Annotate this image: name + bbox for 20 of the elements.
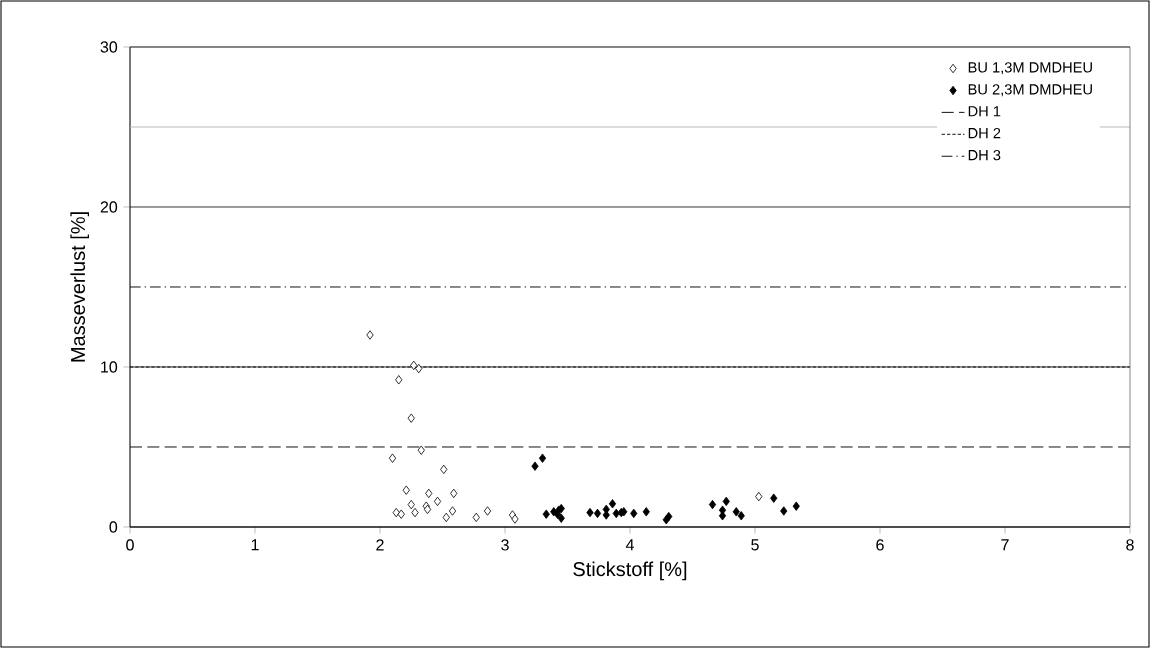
legend-label: DH 1 bbox=[968, 106, 1001, 117]
x-tick-label: 6 bbox=[876, 539, 884, 551]
x-tick-label: 0 bbox=[126, 539, 134, 551]
x-tick-label: 5 bbox=[751, 539, 759, 551]
x-tick-label: 4 bbox=[625, 539, 634, 551]
y-tick-label: 20 bbox=[100, 201, 118, 213]
x-tick-label: 7 bbox=[1001, 539, 1009, 551]
legend-label: DH 2 bbox=[968, 127, 1001, 139]
legend-label: DH 3 bbox=[968, 149, 1001, 161]
y-axis-title: Masseverlust [%] bbox=[70, 212, 89, 362]
y-tick-label: 30 bbox=[100, 41, 118, 53]
x-tick-label: 2 bbox=[376, 539, 384, 551]
legend-label: BU 2,3M DMDHEU bbox=[968, 84, 1092, 97]
y-tick-label: 10 bbox=[101, 361, 118, 373]
y-tick-label: 0 bbox=[109, 521, 118, 533]
x-tick-label: 8 bbox=[1126, 539, 1134, 551]
x-axis-title: Stickstoff [%] bbox=[573, 561, 687, 581]
x-tick-label: 1 bbox=[251, 539, 259, 551]
x-tick-label: 3 bbox=[501, 539, 509, 551]
legend-label: BU 1,3M DMDHEU bbox=[968, 62, 1092, 75]
